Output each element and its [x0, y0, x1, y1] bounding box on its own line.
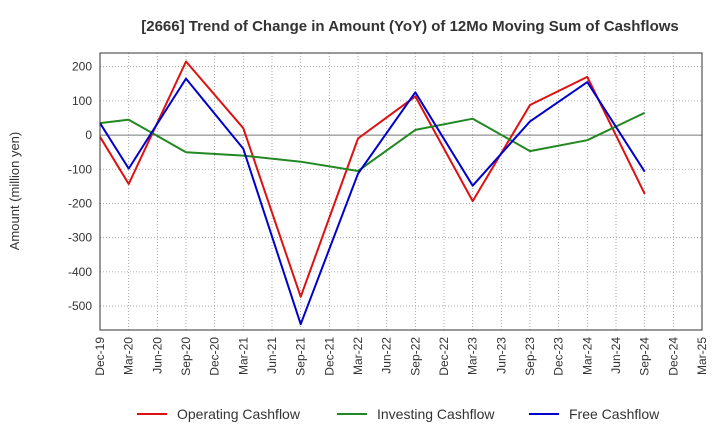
- x-tick-label: Dec-19: [93, 337, 107, 376]
- chart-title: [2666] Trend of Change in Amount (YoY) o…: [141, 18, 679, 35]
- y-tick-label: 200: [72, 60, 92, 74]
- y-tick-labels: 200 100 0 -100 -200 -300 -400 -500: [68, 60, 92, 313]
- series-lines: [99, 60, 646, 326]
- series-line-investing-cashflow: [99, 111, 646, 172]
- plot-frame: [99, 52, 703, 331]
- x-tick-label: Dec-24: [666, 337, 680, 376]
- x-tick-label: Sep-22: [408, 337, 422, 376]
- x-tick-label: Mar-20: [122, 337, 136, 375]
- legend: Operating Cashflow Investing Cashflow Free…: [137, 406, 660, 422]
- y-tick-label: 0: [85, 128, 92, 142]
- x-tick-label: Dec-23: [552, 337, 566, 376]
- x-tick-label: Sep-20: [179, 337, 193, 376]
- series-line-free-cashflow: [99, 77, 646, 326]
- x-tick-label: Mar-25: [695, 337, 709, 375]
- y-tick-label: -200: [68, 196, 92, 210]
- x-tick-label: Jun-22: [380, 337, 394, 374]
- y-tick-label: -100: [68, 162, 92, 176]
- x-tick-label: Mar-24: [580, 337, 594, 375]
- x-tick-label: Sep-21: [294, 337, 308, 376]
- y-tick-label: -500: [68, 299, 92, 313]
- x-tick-label: Dec-22: [437, 337, 451, 376]
- grid: [99, 53, 703, 330]
- x-tick-label: Sep-23: [523, 337, 537, 376]
- legend-label-operating-cashflow: Operating Cashflow: [177, 406, 301, 422]
- series-line-operating-cashflow: [99, 60, 646, 298]
- y-tick-label: 100: [72, 94, 92, 108]
- x-tick-label: Mar-21: [236, 337, 250, 375]
- x-tick-label: Jun-23: [494, 337, 508, 374]
- x-tick-label: Mar-22: [351, 337, 365, 375]
- x-tick-label: Dec-21: [322, 337, 336, 376]
- y-axis-label: Amount (million yen): [7, 132, 22, 251]
- legend-label-free-cashflow: Free Cashflow: [569, 406, 660, 422]
- y-tick-label: -300: [68, 231, 92, 245]
- x-tick-label: Jun-24: [609, 337, 623, 374]
- x-tick-labels: Dec-19 Mar-20 Jun-20 Sep-20 Dec-20 Mar-21 Jun-…: [93, 337, 709, 376]
- x-tick-label: Sep-24: [638, 337, 652, 376]
- x-tick-label: Jun-21: [265, 337, 279, 374]
- x-tick-label: Jun-20: [150, 337, 164, 374]
- x-tick-label: Dec-20: [208, 337, 222, 376]
- legend-label-investing-cashflow: Investing Cashflow: [377, 406, 495, 422]
- y-tick-label: -400: [68, 265, 92, 279]
- x-tick-label: Mar-23: [466, 337, 480, 375]
